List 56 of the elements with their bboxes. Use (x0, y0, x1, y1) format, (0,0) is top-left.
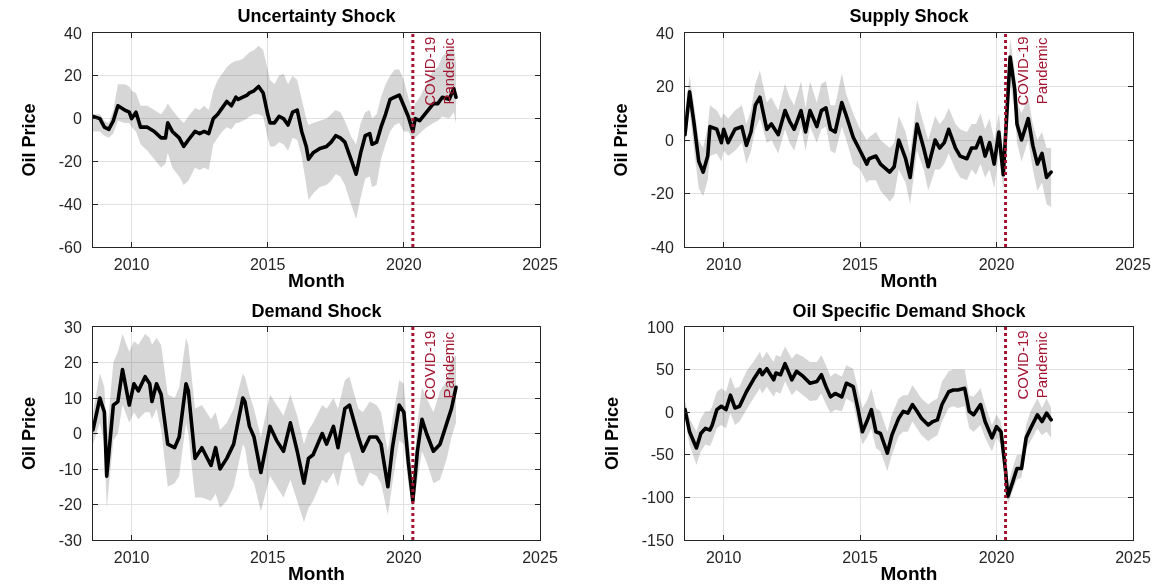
y-axis-title: Oil Price (601, 396, 622, 471)
y-tick-label: 50 (656, 361, 674, 379)
y-tick-label: 20 (64, 67, 82, 85)
y-tick-label: -20 (58, 153, 82, 170)
x-tick-label: 2025 (522, 549, 558, 567)
y-tick-label: 20 (64, 354, 82, 372)
ref-line-label: COVID-19 Pandemic (1013, 36, 1051, 106)
y-tick-label: 0 (72, 110, 82, 128)
ref-line-label: COVID-19 Pandemic (1013, 330, 1051, 400)
y-tick-label: 0 (664, 131, 674, 149)
y-tick-label: -40 (650, 238, 674, 256)
y-tick-label: 40 (656, 24, 674, 42)
x-axis-title: Month (880, 270, 938, 291)
y-tick-label: 0 (72, 425, 82, 443)
y-tick-label: -20 (650, 185, 674, 203)
y-tick-label: -30 (58, 531, 82, 549)
y-tick-label: 30 (64, 318, 82, 336)
x-axis-title: Month (288, 270, 345, 291)
ref-line-label: COVID-19 Pandemic (420, 330, 458, 400)
chart-title: Supply Shock (849, 6, 970, 27)
x-tick-label: 2025 (1115, 256, 1151, 274)
x-tick-label: 2010 (705, 549, 742, 567)
y-tick-label: -150 (641, 531, 674, 549)
y-tick-label: 40 (64, 24, 82, 42)
x-tick-label: 2025 (1115, 549, 1151, 567)
x-axis-title: Month (880, 563, 938, 584)
chart-title: Demand Shock (251, 301, 383, 322)
x-tick-label: 2015 (249, 549, 286, 567)
x-tick-label: 2015 (842, 256, 879, 274)
x-axis-title: Month (288, 563, 345, 584)
y-tick-label: 20 (656, 78, 674, 96)
x-tick-label: 2020 (978, 549, 1015, 567)
y-tick-label: -10 (58, 460, 82, 478)
x-tick-label: 2020 (978, 256, 1015, 274)
y-tick-label: 0 (664, 403, 674, 421)
x-tick-label: 2010 (113, 256, 150, 274)
x-tick-label: 2015 (249, 256, 286, 274)
x-tick-label: 2010 (113, 549, 150, 567)
y-tick-label: -50 (650, 446, 674, 464)
y-axis-title: Oil Price (610, 103, 631, 177)
x-tick-label: 2010 (705, 256, 742, 274)
y-tick-label: 10 (64, 389, 82, 407)
chart-title: Uncertainty Shock (237, 6, 397, 27)
x-tick-label: 2020 (386, 549, 422, 567)
x-tick-label: 2025 (522, 256, 558, 274)
y-tick-label: 100 (647, 318, 674, 336)
ref-line-label: COVID-19 Pandemic (420, 36, 458, 106)
y-tick-label: -100 (641, 489, 674, 506)
y-axis-title: Oil Price (18, 396, 39, 471)
chart-title: Oil Specific Demand Shock (792, 301, 1027, 322)
y-tick-label: -60 (58, 238, 82, 256)
y-axis-title: Oil Price (18, 103, 39, 177)
y-tick-label: -40 (58, 195, 82, 213)
x-tick-label: 2015 (842, 549, 879, 567)
x-tick-label: 2020 (386, 256, 422, 274)
y-tick-label: -20 (58, 496, 82, 514)
